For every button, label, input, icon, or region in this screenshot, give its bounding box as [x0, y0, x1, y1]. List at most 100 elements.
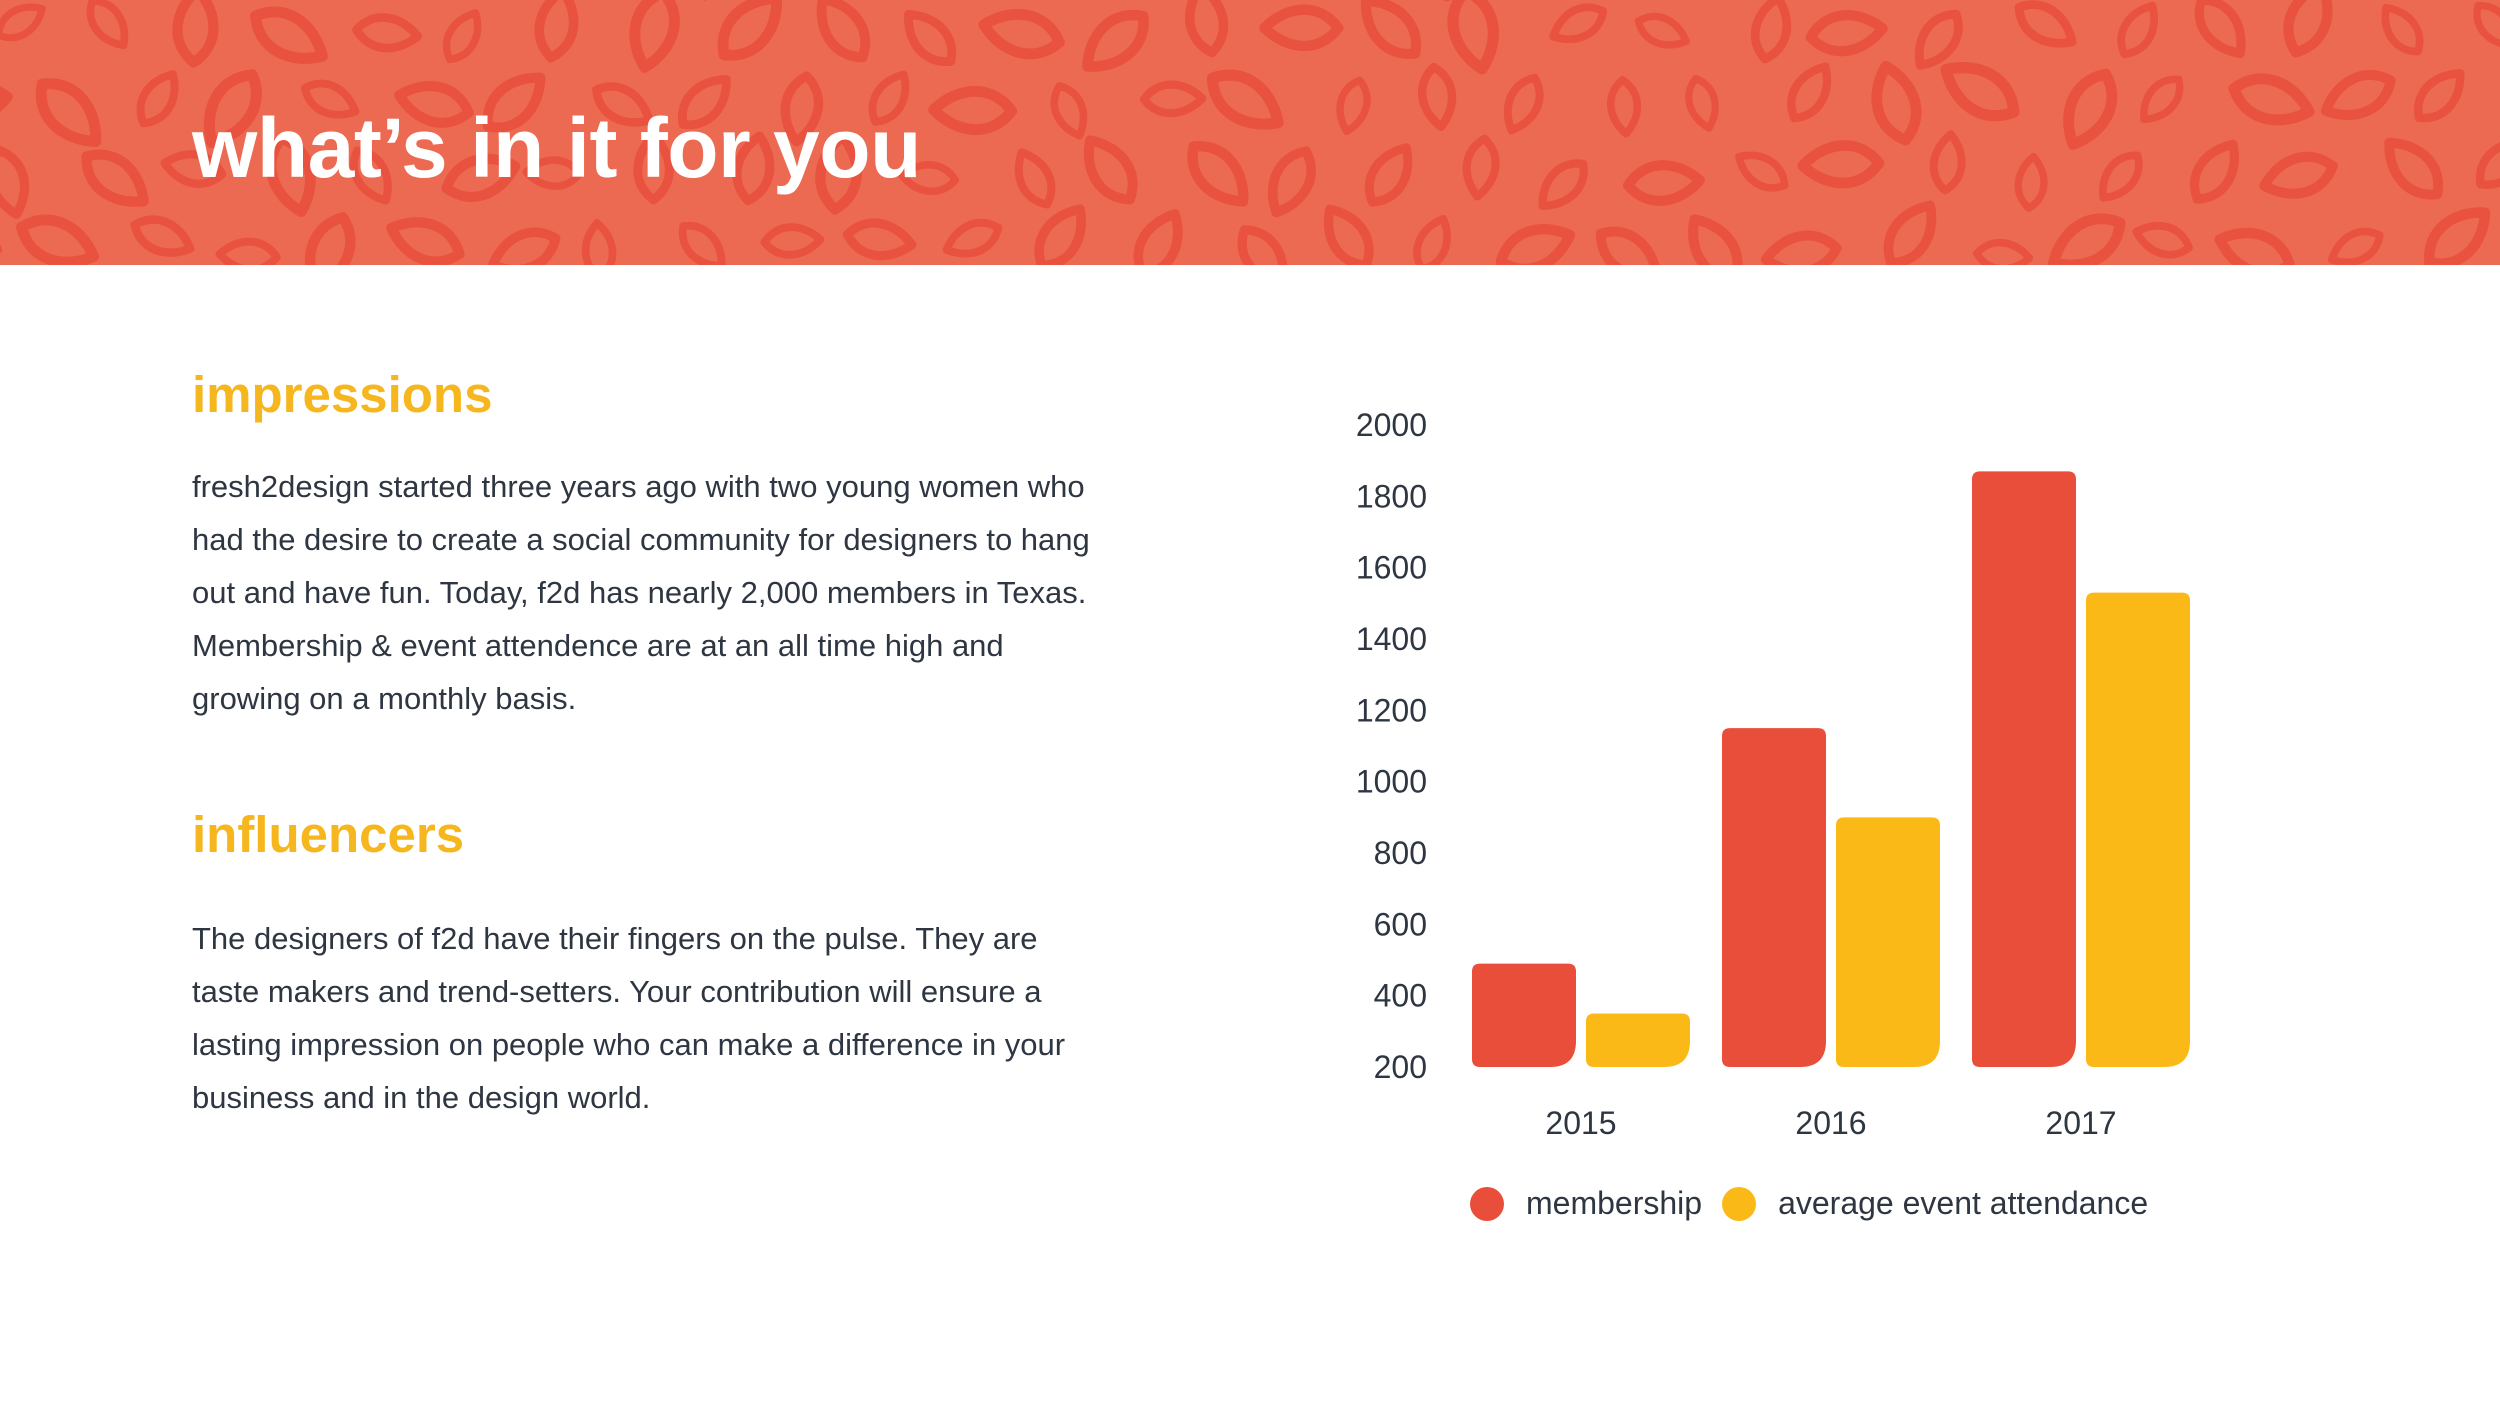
leaf-shape: [2424, 207, 2491, 265]
leaf-shape: [265, 132, 316, 218]
leaf-shape: [1268, 146, 1316, 218]
leaf-shape: [1750, 0, 1792, 64]
leaf-shape: [1034, 204, 1086, 265]
leaf-shape: [1133, 209, 1183, 265]
y-tick-label: 600: [1374, 906, 1427, 942]
leaf-shape: [1760, 230, 1842, 265]
leaf-shape: [2259, 151, 2338, 199]
bar-average-event-attendance-2016: [1836, 817, 1940, 1067]
leaf-shape: [978, 8, 1065, 60]
y-tick-label: 1600: [1356, 550, 1427, 586]
leaf-shape: [2214, 227, 2295, 265]
y-tick-label: 200: [1374, 1049, 1427, 1085]
leaf-shape: [678, 75, 731, 130]
leaf-shape: [1929, 130, 1966, 195]
leaf-shape: [1083, 135, 1138, 205]
leaf-shape: [522, 156, 584, 190]
leaf-shape: [2189, 139, 2239, 204]
leaf-shape: [136, 70, 179, 128]
leaf-shape: [1787, 62, 1832, 123]
bar-membership-2015: [1472, 963, 1576, 1067]
leaf-shape: [1503, 73, 1544, 135]
leaf-shape: [1606, 76, 1642, 138]
leaf-shape: [2384, 137, 2444, 200]
leaf-shape: [86, 0, 129, 50]
leaf-shape: [633, 131, 674, 205]
leaf-shape: [2048, 213, 2126, 265]
leaf-shape: [816, 0, 871, 63]
y-tick-label: 1800: [1356, 478, 1427, 514]
leaf-shape: [0, 3, 46, 42]
leaf-shape: [16, 214, 100, 265]
influencers-heading: influencers: [192, 806, 465, 863]
leaf-shape: [1187, 141, 1249, 207]
leaf-shape: [2063, 68, 2118, 150]
leaf-shape: [2473, 2, 2500, 50]
leaf-shape: [441, 153, 521, 202]
y-tick-label: 2000: [1356, 407, 1427, 443]
leaf-shape: [349, 146, 392, 205]
leaf-shape: [1623, 160, 1705, 206]
leaf-shape: [301, 79, 360, 119]
leaf-shape: [0, 145, 30, 219]
leaf-shape: [2381, 3, 2424, 56]
leaf-shape: [386, 217, 465, 265]
leaf-shape: [81, 149, 149, 207]
leaf-shape: [2283, 0, 2333, 58]
bar-average-event-attendance-2015: [1586, 1013, 1690, 1067]
leaf-shape: [2014, 152, 2048, 212]
leaf-shape: [674, 0, 714, 1]
leaf-shape: [35, 78, 102, 147]
leaf-shape: [2140, 75, 2184, 124]
leaf-shape: [1797, 140, 1885, 189]
leaf-pattern: [0, 0, 2500, 265]
leaf-shape: [2117, 1, 2159, 58]
bar-average-event-attendance-2017: [2086, 592, 2190, 1067]
leaf-shape: [942, 218, 1003, 258]
leaf-shape: [1417, 62, 1457, 132]
leaf-shape: [1259, 4, 1344, 52]
leaf-shape: [1364, 143, 1413, 207]
leaf-shape: [1185, 0, 1229, 58]
bar-membership-2016: [1722, 728, 1826, 1067]
y-tick-label: 1200: [1356, 692, 1427, 728]
bar-chart: 200 400 600 800 1000 1200 1400 1600 1800 2000 2015…: [1356, 407, 2190, 1141]
leaf-shape: [1688, 214, 1743, 265]
impressions-heading: impressions: [192, 366, 493, 423]
y-tick-label: 400: [1374, 978, 1427, 1014]
leaf-shape: [629, 0, 680, 73]
leaf-shape: [1139, 80, 1207, 118]
leaf-shape: [592, 82, 654, 127]
leaf-shape: [898, 161, 960, 196]
page-title: what’s in it for you: [192, 101, 921, 195]
leaf-shape: [1413, 215, 1451, 265]
leaf-shape: [482, 72, 546, 133]
legend-item-attendance: average event attendance: [1722, 1185, 2148, 1222]
leaf-shape: [2014, 0, 2077, 48]
leaf-shape: [1572, 0, 1658, 2]
leaf-shape: [760, 223, 825, 259]
legend-label-membership: membership: [1526, 1185, 1703, 1221]
header-banner: what’s in it for you: [0, 0, 2500, 265]
leaf-shape: [250, 6, 328, 64]
leaf-shape: [2327, 227, 2384, 265]
leaf-shape: [1237, 225, 1288, 265]
leaf-shape: [2099, 151, 2143, 202]
legend-label-attendance: average event attendance: [1778, 1185, 2149, 1221]
leaf-shape: [1940, 62, 2020, 122]
leaf-shape: [581, 219, 617, 265]
leaf-shape: [1549, 3, 1608, 44]
leaf-shape: [2194, 0, 2246, 58]
leaf-shape: [732, 131, 775, 206]
leaf-shape: [442, 9, 482, 64]
x-tick-label: 2017: [2045, 1105, 2116, 1141]
y-tick-label: 800: [1374, 835, 1427, 871]
leaf-shape: [1082, 9, 1149, 72]
leaf-shape: [1206, 69, 1284, 130]
leaf-shape: [394, 81, 474, 128]
leaf-shape: [678, 221, 726, 265]
impressions-body: fresh2design started three years ago wit…: [192, 469, 1090, 716]
influencers-body: The designers of f2d have their fingers …: [192, 921, 1066, 1115]
leaf-shape: [172, 0, 219, 68]
leaf-shape: [1634, 12, 1690, 49]
